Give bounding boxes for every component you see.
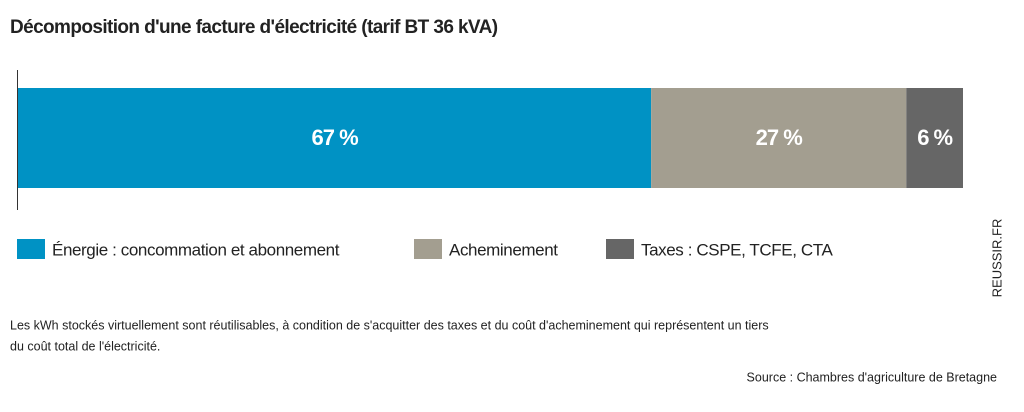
bar-segment (651, 88, 907, 188)
legend-label: Acheminement (449, 240, 558, 259)
value-label: 6 % (917, 125, 952, 150)
bar-segment (18, 88, 652, 188)
bar-segment (906, 88, 963, 188)
legend-label: Énergie : concommation et abonnement (52, 240, 340, 259)
legend-swatch (414, 239, 442, 259)
value-label: 67 % (311, 125, 358, 150)
source: Source : Chambres d'agriculture de Breta… (747, 370, 997, 384)
value-label: 27 % (756, 125, 803, 150)
chart-title: Décomposition d'une facture d'électricit… (10, 17, 498, 38)
note-line: Les kWh stockés virtuellement sont réuti… (10, 318, 769, 332)
legend-swatch (606, 239, 634, 259)
note-line: du coût total de l'électricité. (10, 339, 160, 353)
legend-label: Taxes : CSPE, TCFE, CTA (641, 240, 833, 259)
watermark: REUSSIR.FR (989, 219, 1004, 298)
legend-swatch (17, 239, 45, 259)
